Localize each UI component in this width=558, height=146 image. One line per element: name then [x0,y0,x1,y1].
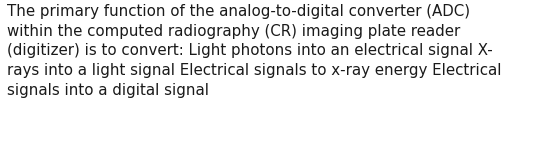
Text: The primary function of the analog-to-digital converter (ADC)
within the compute: The primary function of the analog-to-di… [7,4,502,98]
